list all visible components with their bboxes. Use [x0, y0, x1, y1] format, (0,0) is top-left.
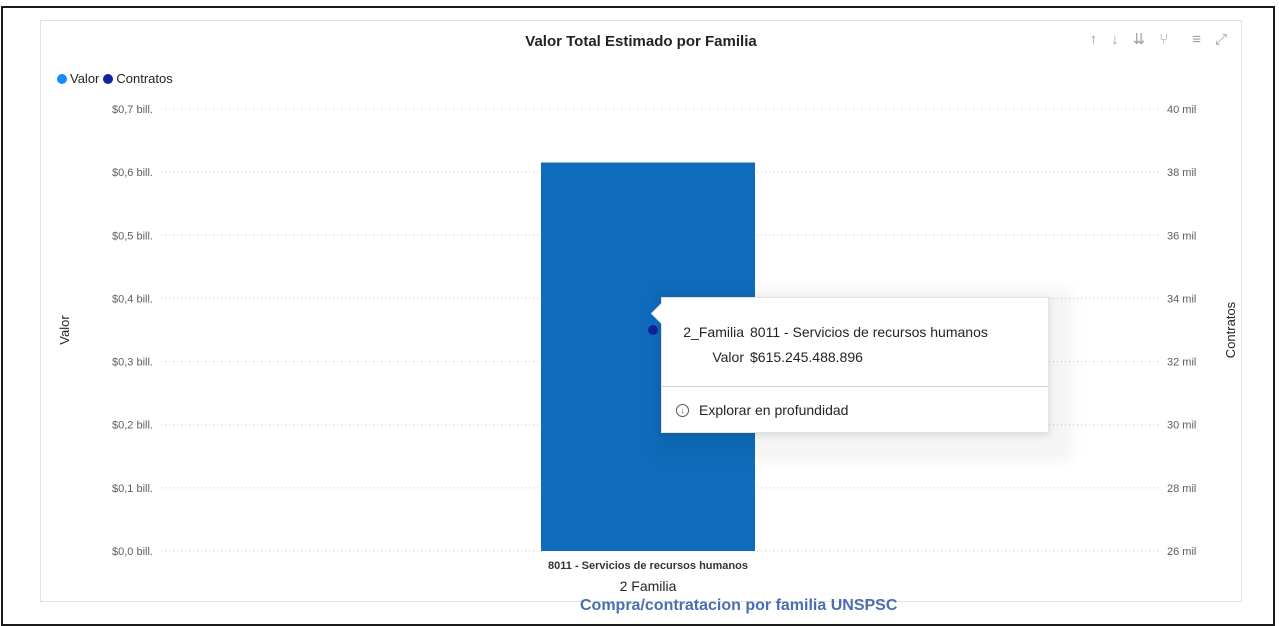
legend-label-contratos: Contratos — [116, 71, 173, 86]
focus-mode-icon[interactable]: ⤢ — [1214, 31, 1227, 48]
y2-tick-label: 32 mil — [1167, 357, 1196, 369]
x-axis-title: 2 Familia — [620, 578, 677, 594]
filter-icon[interactable]: ≡ — [1192, 31, 1201, 48]
tooltip-row-valor: Valor $615.245.488.896 — [662, 349, 863, 365]
y-tick-label: $0,6 bill. — [112, 167, 153, 179]
y2-axis-title: Contratos — [1223, 301, 1238, 358]
tooltip-key-familia: 2_Familia — [683, 324, 744, 340]
y2-tick-label: 36 mil — [1167, 230, 1196, 242]
legend-label-valor: Valor — [70, 71, 100, 86]
y-tick-label: $0,0 bill. — [112, 546, 153, 558]
y-tick-label: $0,5 bill. — [112, 230, 153, 242]
y2-tick-label: 40 mil — [1167, 104, 1196, 116]
drill-down-action[interactable]: ↓ Explorar en profundidad — [676, 402, 848, 418]
y2-tick-label: 28 mil — [1167, 483, 1196, 495]
arrow-up-icon[interactable]: ↑ — [1089, 31, 1098, 48]
double-arrow-down-icon[interactable]: ⇊ — [1132, 31, 1146, 48]
legend-dot-contratos — [103, 73, 114, 84]
legend-dot-valor — [57, 73, 67, 84]
y-tick-label: $0,1 bill. — [112, 483, 153, 495]
arrow-down-icon[interactable]: ↓ — [1111, 31, 1119, 48]
legend: Valor Contratos — [57, 71, 177, 86]
y-axis-title: Valor — [57, 315, 72, 345]
legend-item-valor[interactable]: Valor — [57, 71, 99, 86]
tooltip-row-familia: 2_Familia 8011 - Servicios de recursos h… — [662, 324, 988, 340]
y-tick-label: $0,2 bill. — [112, 420, 153, 432]
visual-toolbar: ↑ ↓ ⇊ ⑂ ≡ ⤢ — [1090, 31, 1227, 49]
y-tick-label: $0,7 bill. — [112, 104, 153, 116]
y2-tick-label: 30 mil — [1167, 420, 1196, 432]
legend-item-contratos[interactable]: Contratos — [103, 71, 173, 86]
tooltip-key-valor: Valor — [712, 349, 744, 365]
tooltip-divider — [662, 386, 1048, 387]
y2-tick-label: 38 mil — [1167, 167, 1196, 179]
y2-tick-label: 26 mil — [1167, 546, 1196, 558]
fork-icon[interactable]: ⑂ — [1159, 31, 1169, 48]
y-tick-label: $0,3 bill. — [112, 357, 153, 369]
chart-title: Valor Total Estimado por Familia — [525, 33, 757, 50]
tooltip-value-familia: 8011 - Servicios de recursos humanos — [750, 324, 988, 340]
y2-tick-label: 34 mil — [1167, 293, 1196, 305]
chart-visual[interactable]: Valor Total Estimado por Familia ↑ ↓ ⇊ ⑂… — [40, 20, 1242, 602]
y-tick-label: $0,4 bill. — [112, 293, 153, 305]
tooltip-value-valor: $615.245.488.896 — [750, 349, 863, 365]
tooltip: 2_Familia 8011 - Servicios de recursos h… — [650, 297, 1049, 433]
x-tick-label: 8011 - Servicios de recursos humanos — [548, 560, 748, 572]
drill-down-icon: ↓ — [676, 403, 689, 417]
point-contratos — [648, 325, 658, 335]
drill-down-label: Explorar en profundidad — [699, 402, 849, 418]
footer-text: Compra/contratacion por familia UNSPSC — [580, 597, 898, 614]
